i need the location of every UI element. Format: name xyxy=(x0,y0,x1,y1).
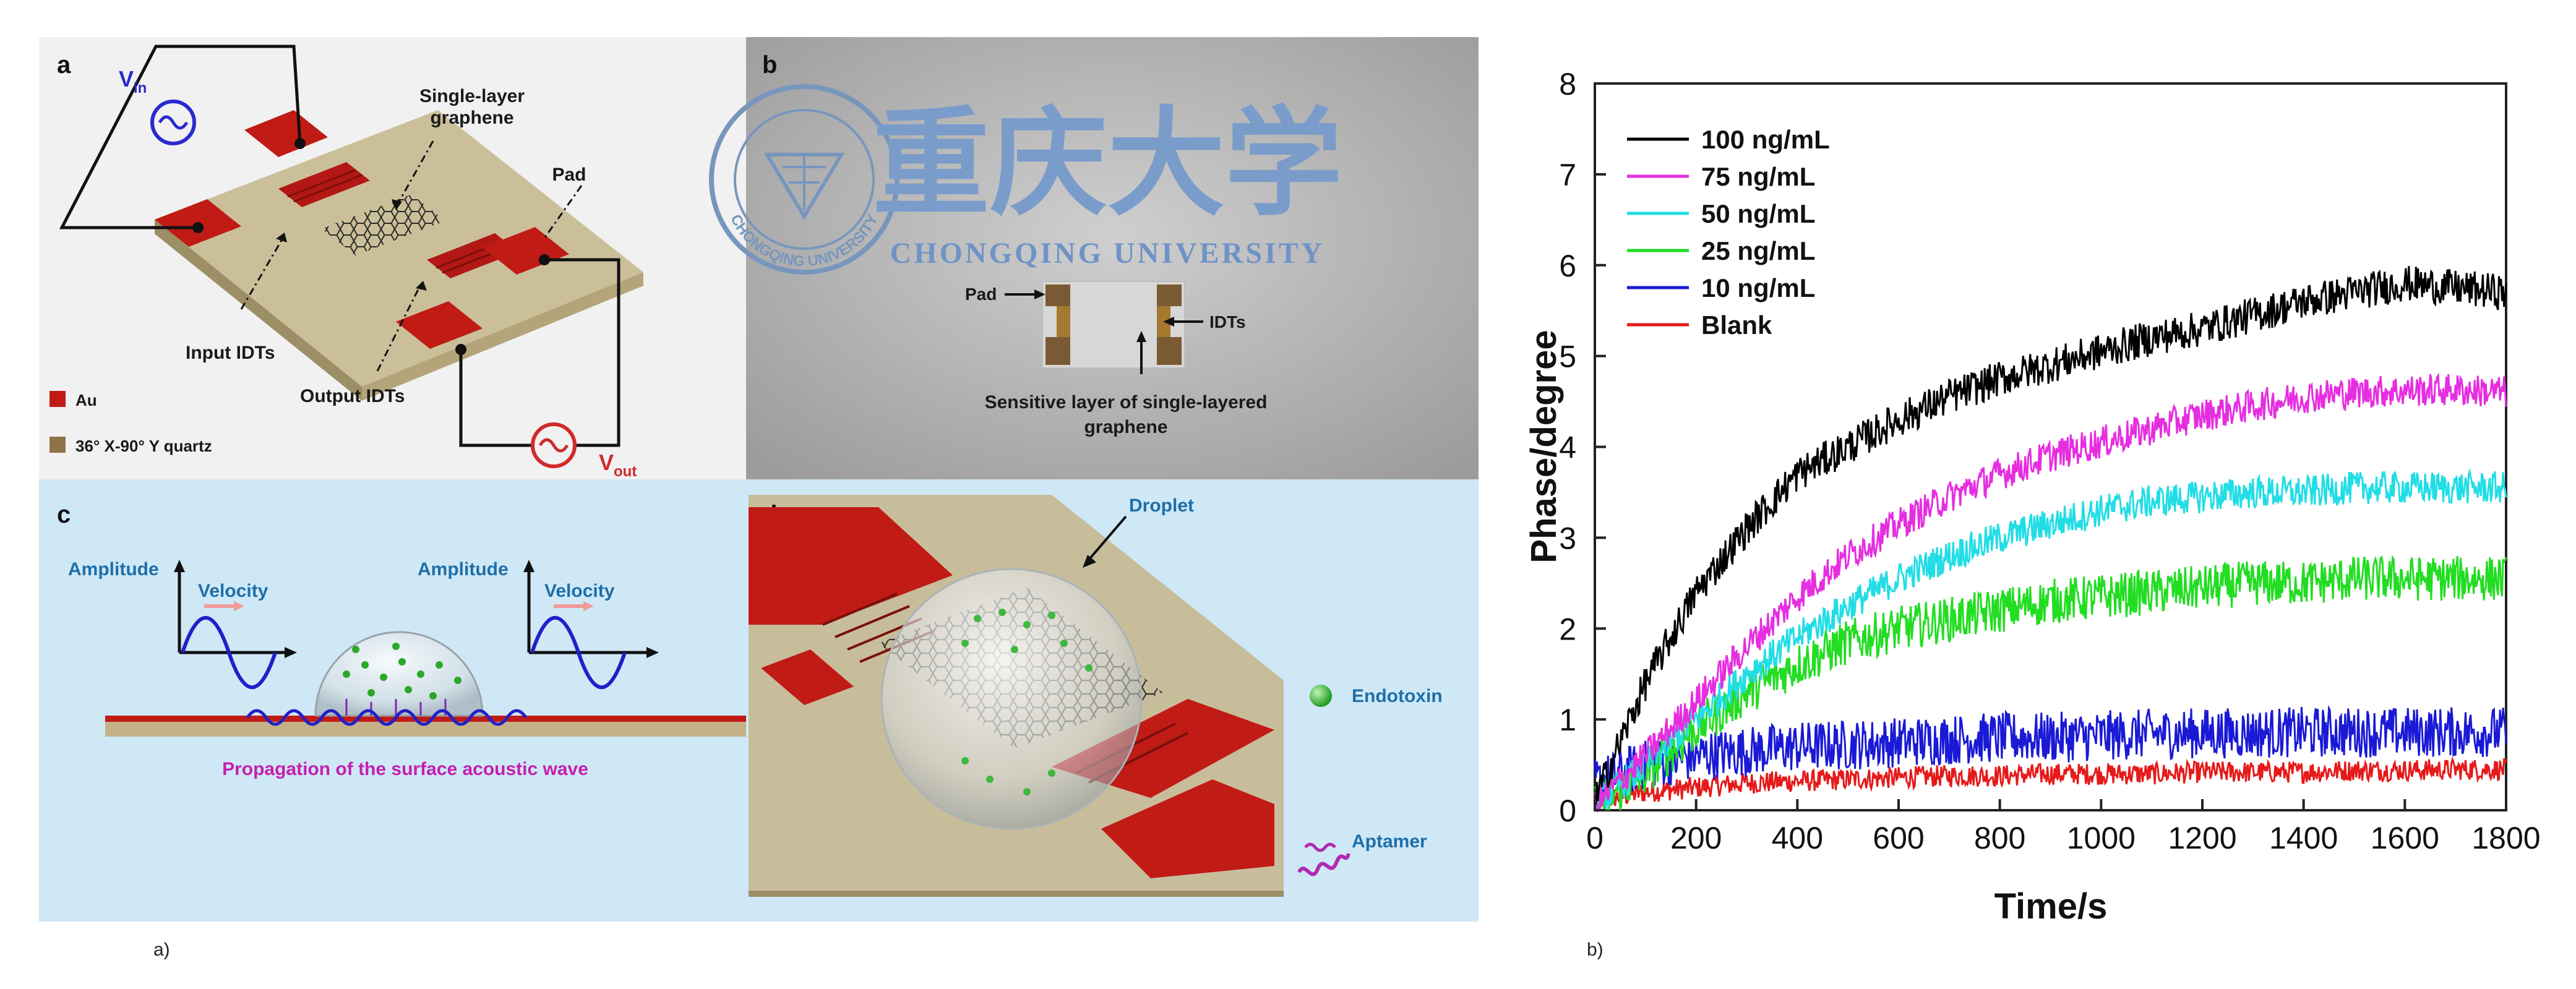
amplitude-axes-left xyxy=(178,566,291,654)
x-tick-label: 1600 xyxy=(2371,821,2439,855)
legend-label: 100 ng/mL xyxy=(1701,125,1830,154)
velocity-label-left: Velocity xyxy=(198,581,268,601)
amplitude-label-right: Amplitude xyxy=(418,559,509,580)
velocity-arrow-right xyxy=(583,601,594,611)
pad-top-left xyxy=(244,110,328,157)
panel-c-tag: c xyxy=(57,501,71,528)
pad-top-right xyxy=(483,227,569,275)
legend-swatch-quartz xyxy=(49,437,66,453)
y-tick-label: 1 xyxy=(1559,703,1576,737)
pad-bottom-right xyxy=(396,301,483,349)
x-tick-label: 1400 xyxy=(2269,821,2338,855)
y-tick-label: 3 xyxy=(1559,521,1576,555)
caption-b: b) xyxy=(1587,940,1604,960)
y-axis-label: Phase/degree xyxy=(1524,330,1564,563)
panel-d: d Droplet Endotoxin Aptamer xyxy=(746,479,1479,922)
idts-label-b: IDTs xyxy=(1209,312,1246,332)
vout-label: Vout xyxy=(599,450,637,480)
y-tick-label: 4 xyxy=(1559,430,1576,465)
x-tick-label: 1000 xyxy=(2067,821,2136,855)
legend-label: Blank xyxy=(1701,310,1772,340)
pad-label: Pad xyxy=(552,165,586,185)
panel-b: b CHONGQING UNIVERSITY 重庆大学 CHONGQING UN… xyxy=(709,37,1479,479)
aptamer-label: Aptamer xyxy=(1352,831,1427,852)
university-chinese-name: 重庆大学 xyxy=(872,94,1342,232)
panel-b-tag: b xyxy=(762,51,777,79)
endotoxin-label: Endotoxin xyxy=(1352,686,1443,706)
graphene-label-line1: Single-layer xyxy=(419,86,525,106)
vin-label: Vin xyxy=(119,66,147,96)
sensitive-layer-label-line1: Sensitive layer of single-layered xyxy=(985,392,1268,413)
y-tick-label: 0 xyxy=(1559,794,1576,828)
schematic-figure: a xyxy=(39,37,1479,960)
velocity-arrow-left xyxy=(234,601,244,611)
university-seal-icon xyxy=(709,84,899,275)
panel-a: a xyxy=(39,37,746,480)
legend-au-label: Au xyxy=(75,391,97,409)
aptamer-icon xyxy=(1297,853,1350,876)
graphene-layer xyxy=(322,194,445,255)
legend-label: 75 ng/mL xyxy=(1701,162,1815,191)
y-tick-label: 7 xyxy=(1559,158,1576,192)
x-tick-label: 800 xyxy=(1974,821,2025,855)
x-tick-label: 200 xyxy=(1670,821,1722,855)
propagation-label: Propagation of the surface acoustic wave xyxy=(222,759,588,779)
legend-label: 25 ng/mL xyxy=(1701,236,1815,265)
university-english-name: CHONGQING UNIVERSITY xyxy=(890,237,1325,270)
legend: 100 ng/mL 75 ng/mL 50 ng/mL 25 ng/mL 10 ng/m… xyxy=(1627,125,1830,340)
electrode-left xyxy=(749,507,953,625)
legend-label: 50 ng/mL xyxy=(1701,199,1815,228)
droplet-d xyxy=(880,568,1143,830)
series-layer xyxy=(1594,266,2507,814)
velocity-label-right: Velocity xyxy=(544,581,615,601)
panel-c: c Amplitude Velocity xyxy=(39,479,746,922)
series-line-10-ng-ml xyxy=(1594,704,2507,804)
graphene-label-line2: graphene xyxy=(430,108,513,128)
series-line-50-ng-ml xyxy=(1595,468,2507,811)
legend-label: 10 ng/mL xyxy=(1701,273,1815,302)
input-idts-label: Input IDTs xyxy=(186,343,275,363)
x-axis-label: Time/s xyxy=(1994,886,2108,927)
droplet-c xyxy=(314,631,484,717)
pad-label-b: Pad xyxy=(965,285,997,304)
y-tick-label: 5 xyxy=(1559,340,1576,374)
panel-a-tag: a xyxy=(57,51,71,79)
legend-quartz-label: 36° X-90° Y quartz xyxy=(75,437,212,455)
sensitive-layer-label-line2: graphene xyxy=(1084,417,1167,437)
y-tick-label: 8 xyxy=(1559,67,1576,101)
surface-wave xyxy=(246,709,528,726)
caption-a: a) xyxy=(153,940,170,960)
quartz-substrate xyxy=(155,110,643,387)
droplet-label: Droplet xyxy=(1129,495,1194,516)
amplitude-label-left: Amplitude xyxy=(68,559,159,580)
output-idts-label: Output IDTs xyxy=(300,386,405,406)
series-line-blank xyxy=(1594,756,2507,808)
series-line-100-ng-ml xyxy=(1594,266,2507,807)
amplitude-axes-right xyxy=(527,566,653,654)
legend-swatch-au xyxy=(49,391,66,407)
x-tick-label: 600 xyxy=(1873,821,1924,855)
series-line-25-ng-ml xyxy=(1594,554,2507,811)
series-line-75-ng-ml xyxy=(1594,372,2507,814)
y-tick-label: 6 xyxy=(1559,249,1576,283)
x-tick-label: 1200 xyxy=(2168,821,2236,855)
phase-time-chart: 0 200 400 600 800 1000 1200 1400 1600 1800 0 1 2 3 4 5 6… xyxy=(1524,67,2541,960)
x-tick-label: 0 xyxy=(1586,821,1604,855)
x-tick-label: 400 xyxy=(1772,821,1823,855)
endotoxin-icon xyxy=(1310,685,1332,707)
x-tick-label: 1800 xyxy=(2471,821,2540,855)
y-tick-label: 2 xyxy=(1559,612,1576,646)
ticks-layer: 0 200 400 600 800 1000 1200 1400 1600 1800 0 1 2 3 4 5 6… xyxy=(1559,67,2540,855)
